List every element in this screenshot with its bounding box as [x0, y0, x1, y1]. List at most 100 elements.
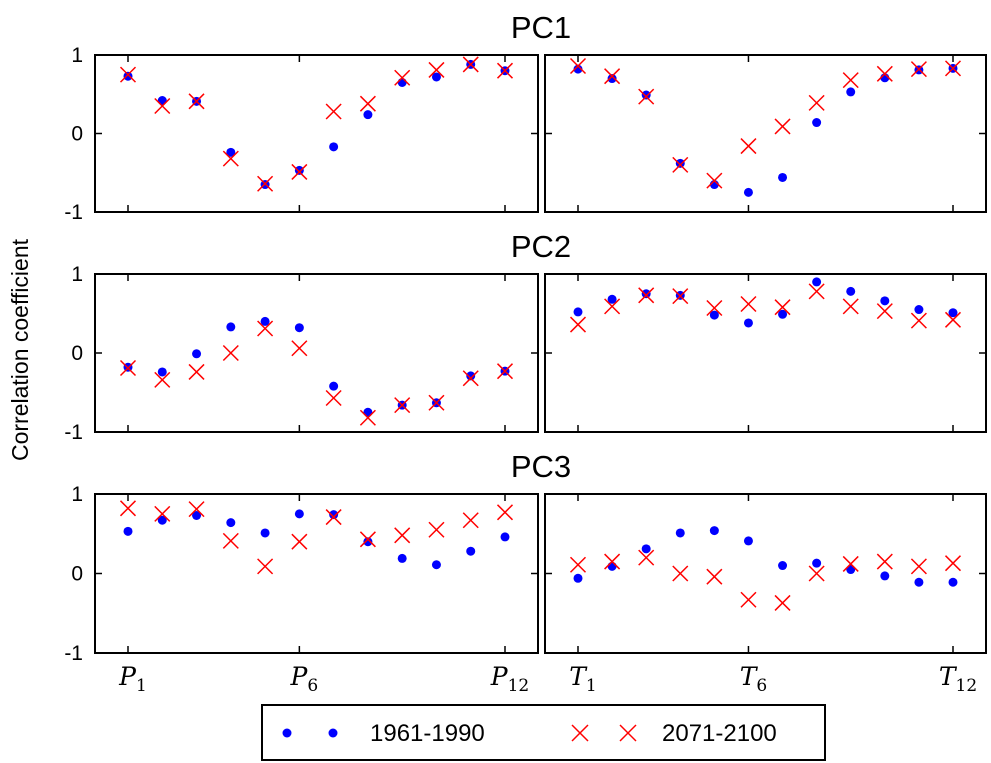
cross-stroke [569, 57, 587, 75]
panel-title-pc1: PC1 [511, 10, 571, 45]
cross-stroke [222, 150, 239, 167]
data-point-2071-2100 [257, 558, 274, 575]
cross-stroke [910, 61, 927, 78]
data-point-1961-1990 [260, 528, 270, 538]
cross-stroke [842, 555, 859, 572]
data-point-1961-1990 [812, 558, 822, 568]
cross-stroke [394, 397, 411, 414]
data-point-2071-2100 [325, 103, 342, 120]
data-point-2071-2100 [257, 175, 274, 192]
data-point-2071-2100 [774, 118, 791, 135]
data-point-1961-1990 [846, 87, 856, 97]
cross-stroke [496, 504, 514, 521]
data-point-2071-2100 [394, 397, 411, 414]
y-tick-label: 0 [71, 342, 83, 365]
data-point-1961-1990 [431, 72, 441, 82]
cross-stroke [119, 359, 137, 377]
data-point-1961-1990 [778, 172, 788, 182]
data-point-2071-2100 [359, 409, 376, 426]
data-point-2071-2100 [119, 359, 137, 377]
y-tick-label: -1 [64, 642, 83, 665]
y-tick-label: 1 [71, 483, 83, 506]
data-point-2071-2100 [222, 532, 239, 549]
cross-stroke [876, 303, 893, 320]
data-point-2071-2100 [325, 509, 342, 526]
panel-title-pc3: PC3 [511, 449, 571, 484]
y-tick-label: 0 [71, 123, 83, 146]
cross-stroke [325, 389, 342, 407]
cross-stroke [672, 156, 689, 173]
data-point-1961-1990 [880, 296, 890, 306]
cross-stroke [706, 172, 723, 189]
y-tick-label: -1 [64, 421, 83, 444]
data-point-2071-2100 [257, 320, 274, 337]
cross-stroke [876, 553, 893, 570]
data-point-2071-2100 [672, 156, 689, 173]
cross-stroke [774, 299, 791, 316]
data-point-2071-2100 [291, 163, 308, 180]
cross-stroke [910, 312, 927, 329]
cross-stroke [604, 68, 621, 85]
data-point-1961-1990 [778, 561, 788, 571]
data-point-1961-1990 [948, 308, 958, 318]
panel-title-pc2: PC2 [511, 229, 571, 264]
cross-stroke [462, 512, 479, 529]
data-point-2071-2100 [740, 295, 757, 313]
data-point-2071-2100 [394, 69, 411, 86]
data-point-1961-1990 [329, 142, 339, 152]
data-point-2071-2100 [740, 591, 757, 608]
data-point-2071-2100 [706, 172, 723, 189]
y-tick-label: 1 [71, 263, 83, 286]
data-point-1961-1990 [329, 510, 339, 520]
cross-stroke [619, 724, 637, 742]
data-point-1961-1990 [294, 165, 304, 175]
cross-stroke [188, 363, 205, 380]
data-point-2071-2100 [706, 299, 723, 317]
data-point-1961-1990 [607, 561, 617, 571]
cross-stroke [638, 549, 655, 566]
data-point-2071-2100 [604, 553, 621, 570]
cross-stroke [462, 370, 479, 387]
data-point-2071-2100 [842, 555, 859, 572]
x-tick-label: P12 [490, 662, 529, 696]
data-point-2071-2100 [496, 363, 514, 380]
data-point-1961-1990 [431, 560, 441, 570]
data-point-2071-2100 [638, 88, 655, 105]
cross-stroke [359, 531, 376, 548]
cross-stroke [808, 94, 825, 111]
data-point-2071-2100 [910, 558, 927, 575]
x-tick-label: P6 [290, 662, 319, 696]
data-point-2071-2100 [910, 61, 927, 78]
data-point-1961-1990 [329, 381, 339, 391]
data-point-1961-1990 [743, 187, 753, 197]
cross-stroke [119, 66, 137, 83]
cross-stroke [154, 97, 171, 115]
data-point-2071-2100 [188, 93, 205, 110]
data-point-1961-1990 [573, 573, 583, 583]
cross-stroke [774, 118, 791, 135]
data-point-1961-1990 [846, 565, 856, 575]
data-point-1961-1990 [812, 118, 822, 128]
cross-stroke [496, 62, 514, 79]
data-point-2071-2100 [774, 594, 791, 611]
cross-stroke [291, 340, 308, 357]
cross-stroke [119, 500, 137, 517]
data-point-2071-2100 [394, 527, 411, 544]
data-point-2071-2100 [808, 94, 825, 111]
cross-stroke [496, 363, 514, 380]
cross-stroke [740, 295, 757, 313]
data-point-2071-2100 [154, 97, 171, 115]
data-point-2071-2100 [638, 549, 655, 566]
data-point-2071-2100 [154, 505, 171, 522]
data-point-1961-1990 [641, 289, 651, 299]
y-tick-label: 0 [71, 563, 83, 586]
cross-stroke [428, 521, 445, 538]
legend: 1961-1990 2071-2100 [261, 704, 826, 761]
data-point-1961-1990 [397, 553, 407, 563]
data-point-2071-2100 [222, 344, 239, 362]
cross-stroke [569, 556, 587, 573]
data-point-1961-1990 [846, 286, 856, 296]
cross-stroke [944, 60, 962, 77]
data-point-1961-1990 [294, 509, 304, 519]
data-point-1961-1990 [294, 323, 304, 333]
